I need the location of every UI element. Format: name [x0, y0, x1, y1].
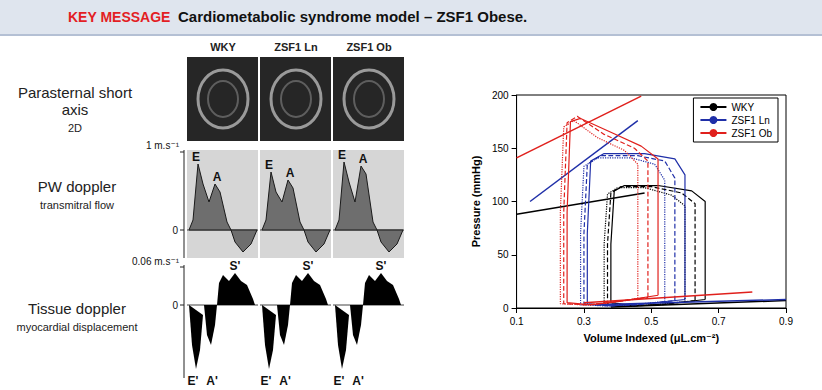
svg-text:Pressure (mmHg): Pressure (mmHg) [470, 155, 482, 247]
svg-text:A': A' [352, 374, 364, 388]
html-text:Cardiometabolic syndrome model: Cardiometabolic syndrome model – ZSF1 Ob… [178, 8, 528, 25]
svg-text:S': S' [376, 259, 387, 273]
html-text:ZSF1 Ob: ZSF1 Ob [346, 41, 392, 53]
html-text:Parasternal short axis: Parasternal short axis [17, 84, 133, 118]
svg-text:0: 0 [172, 300, 178, 311]
svg-text:A: A [286, 166, 295, 180]
html-text:WKY: WKY [210, 41, 236, 53]
svg-text:E: E [338, 148, 346, 162]
html-text:myocardial displacement: myocardial displacement [16, 321, 138, 333]
svg-text:A: A [213, 170, 222, 184]
svg-text:0.3: 0.3 [577, 316, 591, 327]
svg-text:E': E' [188, 374, 199, 388]
svg-text:E: E [192, 150, 200, 164]
svg-text:S': S' [303, 259, 314, 273]
svg-text:0: 0 [503, 303, 509, 314]
svg-text:50: 50 [497, 249, 509, 260]
svg-text:WKY: WKY [731, 102, 754, 113]
svg-text:0.5: 0.5 [644, 316, 658, 327]
html-text:Tissue doppler: Tissue doppler [28, 300, 126, 317]
svg-text:200: 200 [492, 90, 509, 101]
html-text:PW doppler: PW doppler [37, 178, 117, 195]
svg-text:0: 0 [172, 225, 178, 236]
svg-text:A: A [359, 152, 368, 166]
svg-text:ZSF1 Ob: ZSF1 Ob [731, 128, 772, 139]
html-text:2D: 2D [68, 122, 82, 134]
html-text:KEY MESSAGE: KEY MESSAGE [68, 9, 171, 25]
svg-text:ZSF1 Ln: ZSF1 Ln [731, 115, 769, 126]
svg-text:A': A' [206, 374, 218, 388]
svg-text:1 m.s⁻¹: 1 m.s⁻¹ [146, 140, 180, 151]
html-text:transmitral flow: transmitral flow [40, 199, 114, 211]
svg-text:Volume Indexed (μL.cm⁻²): Volume Indexed (μL.cm⁻²) [583, 332, 719, 344]
svg-text:0.7: 0.7 [712, 316, 726, 327]
svg-text:0.9: 0.9 [779, 316, 793, 327]
svg-text:A': A' [279, 374, 291, 388]
svg-text:E': E' [334, 374, 345, 388]
svg-text:E: E [265, 158, 273, 172]
svg-text:150: 150 [492, 143, 509, 154]
svg-text:0.1: 0.1 [510, 316, 524, 327]
svg-text:100: 100 [492, 196, 509, 207]
svg-text:E': E' [261, 374, 272, 388]
svg-text:0.06 m.s⁻¹: 0.06 m.s⁻¹ [132, 256, 180, 267]
html-text:ZSF1 Ln: ZSF1 Ln [274, 41, 318, 53]
svg-text:S': S' [230, 259, 241, 273]
